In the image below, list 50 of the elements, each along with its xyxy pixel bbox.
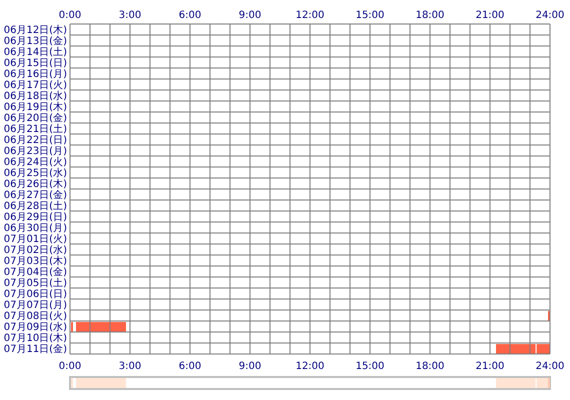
x-tick-label: 12:00	[296, 10, 324, 21]
y-tick-label: 07月09日(水)	[4, 321, 68, 333]
x2-tick-label: 9:00	[238, 361, 262, 372]
y-tick-label: 06月16日(月)	[4, 69, 68, 80]
y-tick-label: 06月26日(木)	[4, 178, 68, 190]
y-tick-label: 07月06日(日)	[4, 289, 68, 300]
y-tick-label: 06月21日(土)	[4, 123, 68, 135]
y-tick-label: 06月19日(木)	[4, 101, 68, 113]
x-tick-label: 21:00	[476, 10, 504, 21]
x2-tick-label: 12:00	[296, 361, 324, 372]
x-tick-label: 24:00	[536, 10, 564, 21]
y-tick-label: 06月25日(水)	[4, 167, 68, 179]
y-tick-label: 07月07日(月)	[4, 300, 68, 311]
bar	[76, 378, 126, 388]
y-tick-label: 07月11日(金)	[4, 343, 68, 355]
x2-tick-label: 3:00	[118, 361, 142, 372]
x2-tick-label: 15:00	[356, 361, 384, 372]
x2-tick-label: 0:00	[58, 361, 82, 372]
y-tick-label: 06月17日(火)	[4, 79, 68, 91]
y-tick-label: 07月10日(木)	[4, 332, 68, 344]
x2-tick-label: 18:00	[416, 361, 444, 372]
y-tick-label: 06月18日(水)	[4, 90, 68, 102]
y-tick-label: 07月08日(火)	[4, 310, 68, 322]
y-tick-label: 06月30日(月)	[4, 223, 68, 234]
y-tick-label: 06月22日(日)	[4, 135, 68, 146]
y-tick-label: 06月15日(日)	[4, 58, 68, 69]
y-tick-label: 07月02日(水)	[4, 244, 68, 256]
x2-tick-label: 6:00	[178, 361, 202, 372]
y-tick-label: 07月05日(土)	[4, 277, 68, 289]
x-tick-label: 15:00	[356, 10, 384, 21]
y-tick-label: 07月04日(金)	[4, 266, 68, 278]
y-tick-label: 06月20日(金)	[4, 112, 68, 124]
x-tick-label: 0:00	[58, 10, 82, 21]
bar	[76, 322, 126, 332]
y-tick-label: 07月03日(木)	[4, 255, 68, 267]
x2-tick-label: 24:00	[536, 361, 564, 372]
y-tick-label: 06月12日(木)	[4, 24, 68, 36]
x-tick-label: 6:00	[178, 10, 202, 21]
y-tick-label: 06月14日(土)	[4, 46, 68, 58]
x-tick-label: 18:00	[416, 10, 444, 21]
y-tick-label: 06月29日(日)	[4, 212, 68, 223]
y-tick-label: 06月13日(金)	[4, 35, 68, 47]
y-tick-label: 06月27日(金)	[4, 189, 68, 201]
y-tick-label: 06月23日(月)	[4, 146, 68, 157]
y-tick-label: 07月01日(火)	[4, 233, 68, 245]
y-tick-label: 06月24日(火)	[4, 156, 68, 168]
y-tick-label: 06月28日(土)	[4, 200, 68, 212]
x2-tick-label: 21:00	[476, 361, 504, 372]
x-tick-label: 3:00	[118, 10, 142, 21]
x-tick-label: 9:00	[238, 10, 262, 21]
